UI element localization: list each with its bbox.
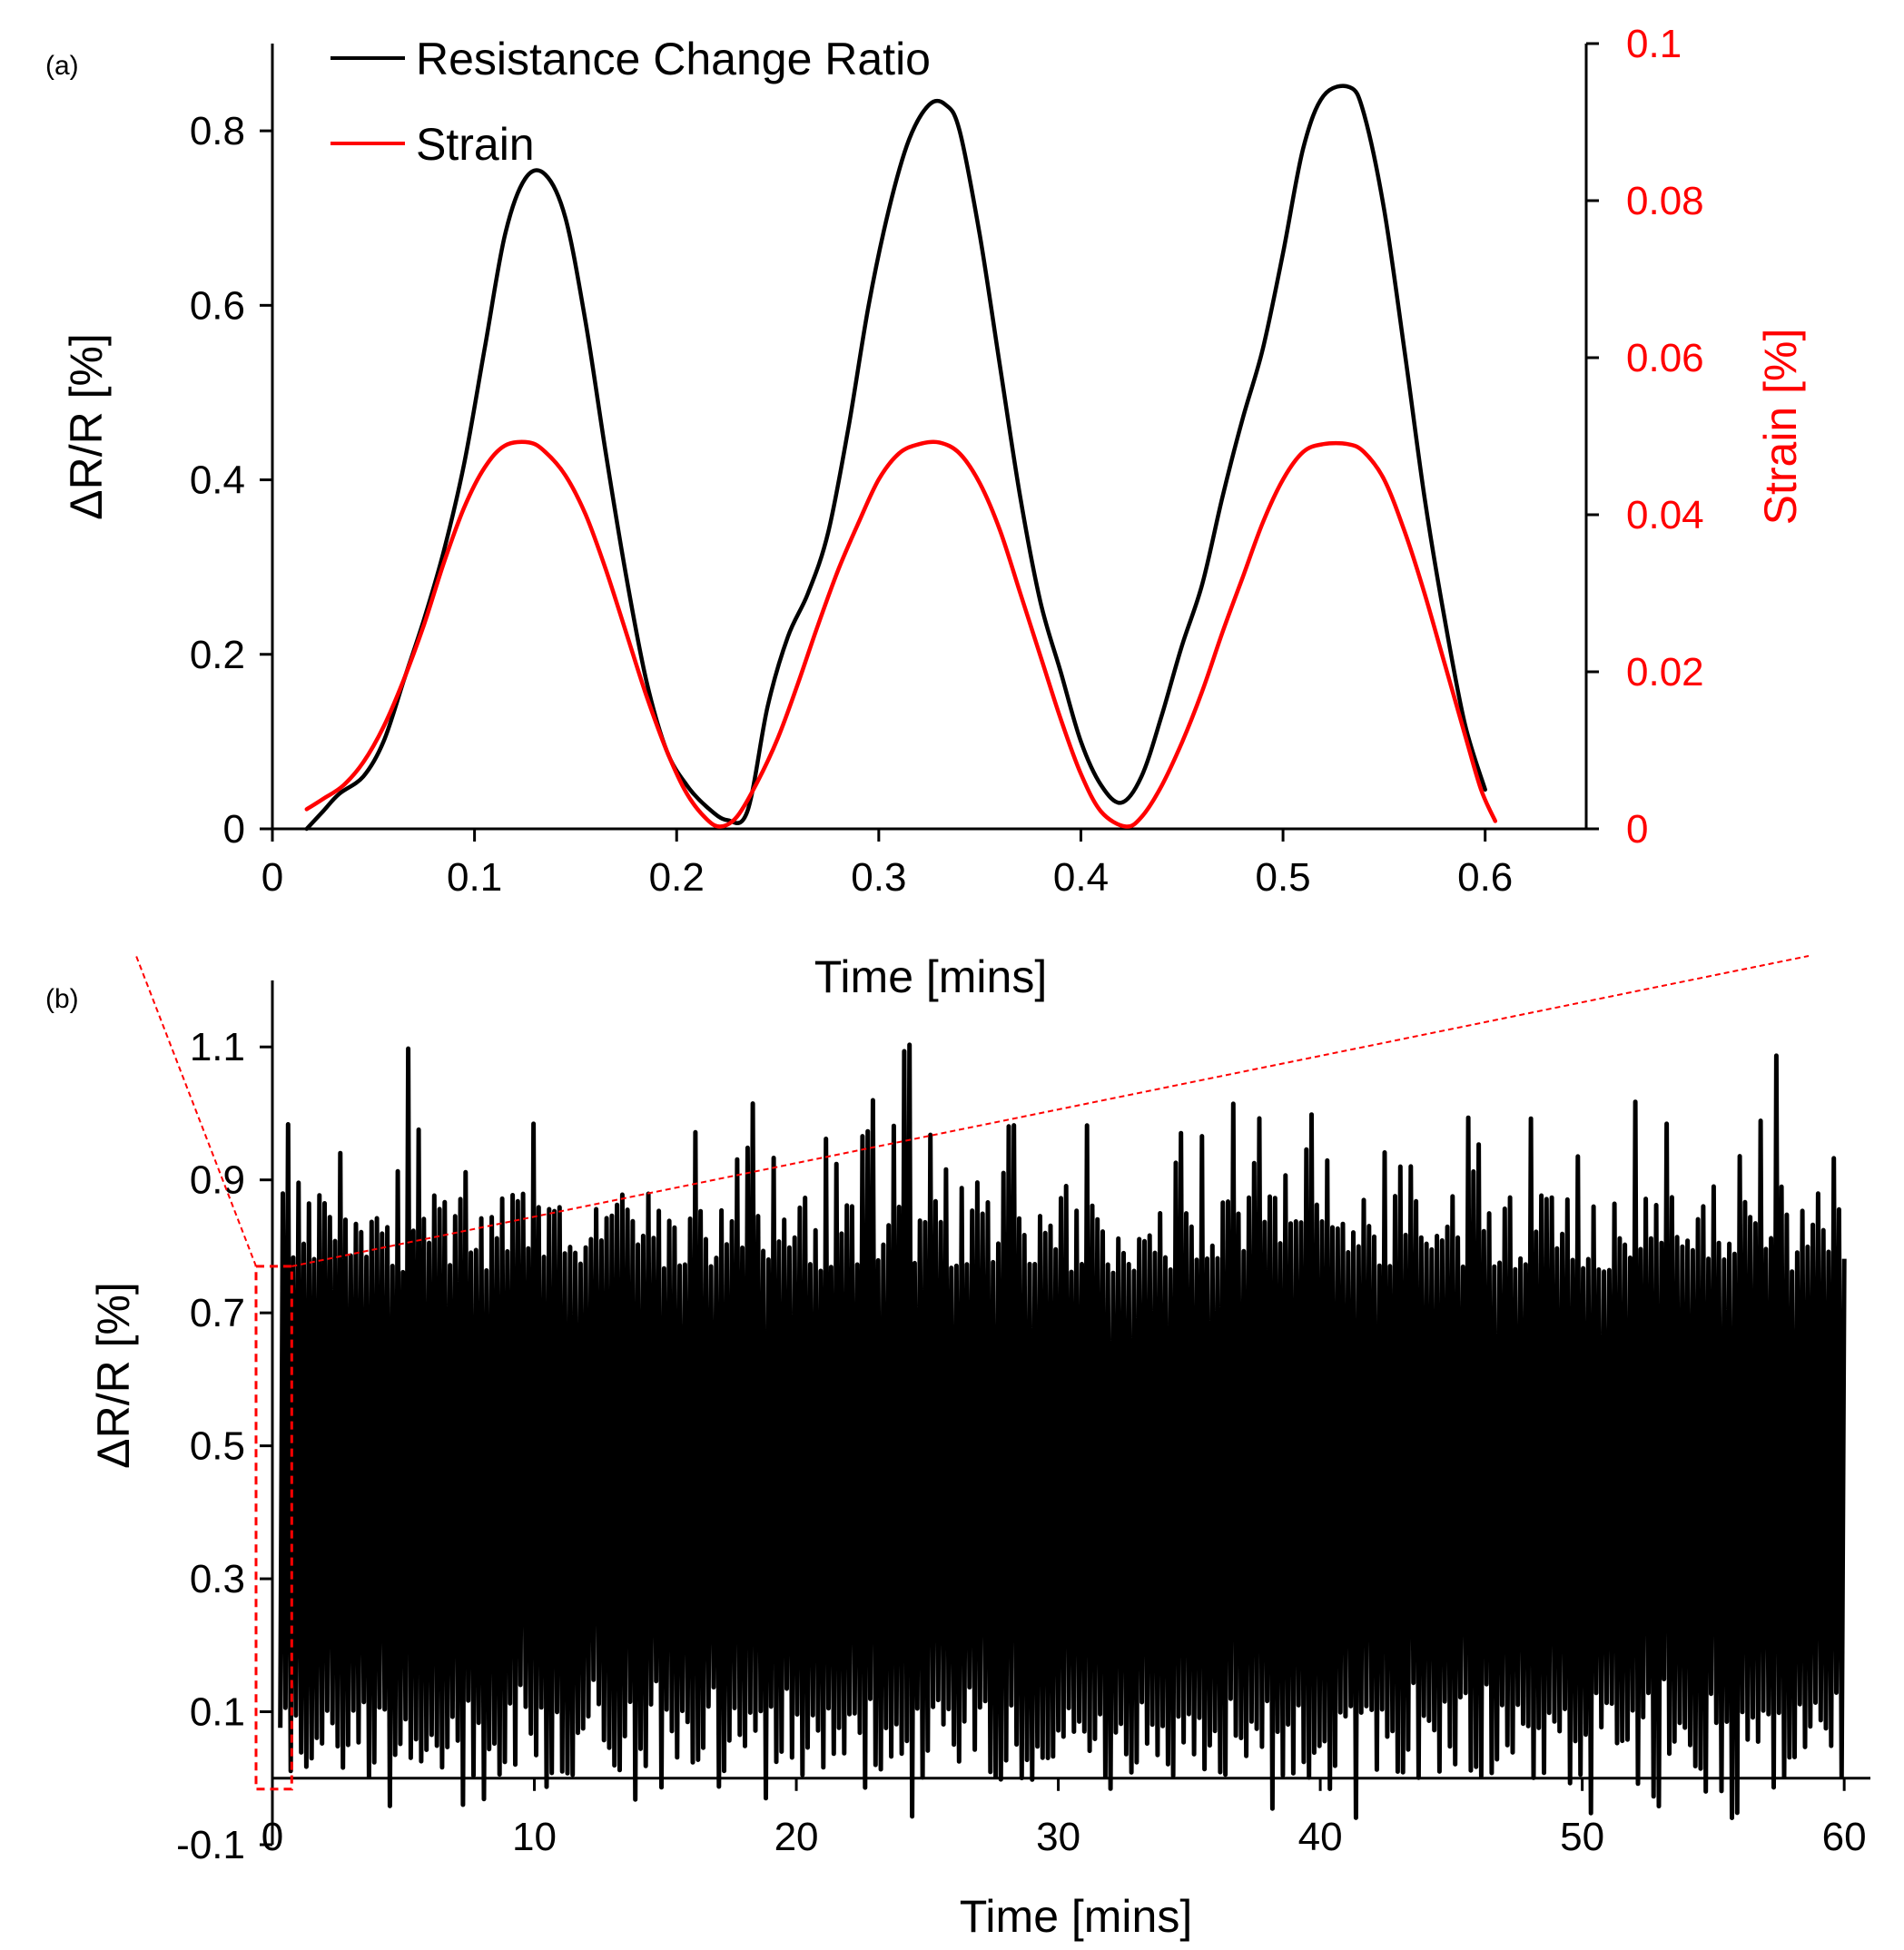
- legend-label-resistance: Resistance Change Ratio: [416, 34, 931, 84]
- panel-b-chart: (b) 0 10 20 30 40 50 60-0.10.10.30.50.70.91.1 …: [45, 955, 1870, 1942]
- panel-a-x-axis-title: Time [mins]: [814, 951, 1048, 1002]
- panel-a-label: (a): [45, 51, 79, 81]
- panel-b-y-tick-label: -0.1: [176, 1823, 245, 1867]
- panel-a-y-tick-label: 0.6: [190, 283, 245, 328]
- panel-b-x-tick-label: 60: [1822, 1815, 1867, 1859]
- panel-a-x-tick-label: 0.2: [649, 855, 705, 900]
- panel-a-y2-tick-label: 0.04: [1626, 493, 1704, 537]
- panel-b-y-tick-label: 0.5: [190, 1424, 245, 1469]
- panel-b-x-axis-title: Time [mins]: [960, 1891, 1193, 1942]
- panel-a-y-tick-label: 0.4: [190, 458, 245, 503]
- panel-b-y-tick-label: 1.1: [190, 1025, 245, 1069]
- panel-a-axes: 0 0.1 0.2 0.3 0.4 0.5 0.6 0 0.2 0.4 0.6 0.8 0 0.02 0.0…: [190, 22, 1704, 900]
- panel-a-y-tick-label: 0: [223, 807, 245, 852]
- panel-b-x-tick-label: 50: [1560, 1815, 1604, 1859]
- panel-a-legend: Resistance Change Ratio Strain: [330, 34, 931, 170]
- panel-a-y2-tick-label: 0.06: [1626, 336, 1704, 380]
- legend-label-strain: Strain: [416, 119, 535, 170]
- panel-a-chart: (a) 0 0.1 0.2 0.3 0.4 0.5 0.6 0 0.2 0.4 0.6 0.8 0 0.0…: [45, 22, 1806, 1002]
- panel-a-y-tick-label: 0.8: [190, 109, 245, 153]
- panel-b-x-tick-label: 10: [512, 1815, 557, 1859]
- panel-a-y-tick-label: 0.2: [190, 633, 245, 677]
- panel-b-y-tick-label: 0.3: [190, 1557, 245, 1601]
- zoom-indicator: [135, 955, 1810, 1791]
- panel-b-x-tick-label: 0: [261, 1815, 283, 1859]
- panel-a-series: [304, 84, 1498, 832]
- panel-b-axes: 0 10 20 30 40 50 60 -0.1 0.1 0.3 0.5 0.7 0.9 1.1: [176, 980, 1870, 1867]
- panel-a-y2-tick-label: 0: [1626, 807, 1648, 852]
- panel-b-x-tick-label: 30: [1036, 1815, 1080, 1859]
- panel-b-y-tick-label: 0.9: [190, 1158, 245, 1203]
- panel-a-x-tick-label: 0.5: [1255, 855, 1310, 900]
- panel-b-y-axis-title: ΔR/R [%]: [88, 1282, 139, 1469]
- panel-a-y-axis-title: ΔR/R [%]: [61, 333, 112, 520]
- zoom-projection-line-left: [135, 955, 257, 1267]
- panel-a-y2-tick-label: 0.08: [1626, 179, 1704, 223]
- panel-a-y2-tick-label: 0.02: [1626, 650, 1704, 694]
- series-line-strain: [304, 439, 1498, 829]
- panel-a-x-tick-label: 0.4: [1053, 855, 1109, 900]
- zoom-projection-line-right: [291, 955, 1810, 1267]
- series-line-resistance-long-term: [278, 1042, 1847, 1820]
- panel-a-x-tick-label: 0.3: [851, 855, 906, 900]
- panel-a-x-tick-label: 0.6: [1457, 855, 1513, 900]
- panel-b-series: [278, 1042, 1847, 1820]
- panel-b-y-tick-label: 0.7: [190, 1291, 245, 1335]
- panel-a-x-tick-label: 0.1: [447, 855, 502, 900]
- zoom-box: [254, 1265, 293, 1791]
- panel-a-x-tick-label: 0: [261, 855, 283, 900]
- panel-b-x-tick-label: 40: [1298, 1815, 1343, 1859]
- panel-a-y2-tick-label: 0.1: [1626, 22, 1682, 66]
- series-line-resistance-change-ratio: [304, 84, 1487, 832]
- panel-b-y-tick-label: 0.1: [190, 1690, 245, 1735]
- panel-b-x-tick-label: 20: [774, 1815, 819, 1859]
- panel-b-label: (b): [45, 984, 79, 1014]
- panel-a-y2-axis-title: Strain [%]: [1755, 329, 1806, 526]
